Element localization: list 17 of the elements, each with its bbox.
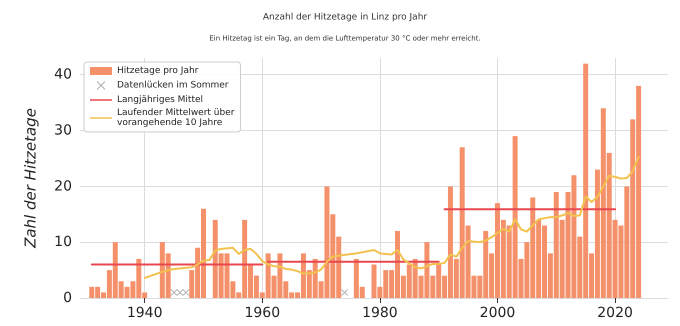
legend-label: Datenlücken im Sommer <box>117 80 229 90</box>
x-tick-label: 1940 <box>126 305 162 321</box>
x-tick-label: 2000 <box>480 305 516 321</box>
y-tick-label: 30 <box>54 122 72 139</box>
legend-label: Laufender Mittelwert über vorangehende 10 Jahre <box>117 108 235 128</box>
x-tick-label: 1980 <box>362 305 398 321</box>
y-tick-label: 0 <box>63 290 72 306</box>
chart-title: Anzahl der Hitzetage in Linz pro Jahr <box>262 12 428 22</box>
line-series <box>144 156 640 279</box>
y-tick-label: 20 <box>54 178 72 194</box>
legend-label: Langjähriges Mittel <box>117 95 204 105</box>
y-tick-label: 10 <box>54 234 72 250</box>
legend-label: Hitzetage pro Jahr <box>117 66 199 76</box>
y-axis-title: Zahl der Hitzetage <box>22 108 40 249</box>
x-tick-label: 2020 <box>597 305 633 321</box>
x-tick-label: 1960 <box>244 305 280 321</box>
y-tick-label: 40 <box>54 66 72 83</box>
